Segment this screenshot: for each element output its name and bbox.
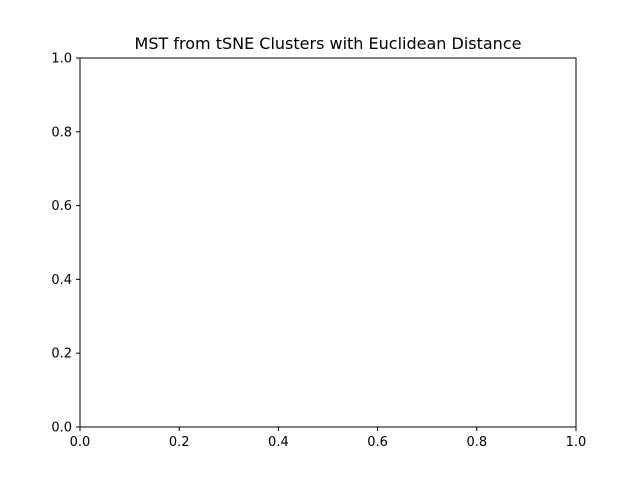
- chart-title: MST from tSNE Clusters with Euclidean Di…: [135, 34, 522, 53]
- x-axis-ticks: 0.0 0.2 0.4 0.6 0.8 1.0: [70, 427, 587, 450]
- y-tick-label: 0.4: [51, 273, 72, 288]
- x-tick-label: 1.0: [566, 435, 587, 450]
- x-tick-label: 0.0: [70, 435, 91, 450]
- y-tick-label: 0.6: [51, 199, 72, 214]
- y-tick-label: 0.8: [51, 125, 72, 140]
- x-tick-label: 0.4: [268, 435, 289, 450]
- x-tick-label: 0.2: [169, 435, 190, 450]
- x-tick-label: 0.6: [367, 435, 388, 450]
- y-tick-label: 1.0: [51, 52, 72, 67]
- y-tick-label: 0.2: [51, 347, 72, 362]
- x-tick-label: 0.8: [466, 435, 487, 450]
- y-tick-label: 0.0: [51, 421, 72, 436]
- plot-frame: [79, 57, 577, 428]
- y-axis-ticks: 0.0 0.2 0.4 0.6 0.8 1.0: [51, 52, 80, 436]
